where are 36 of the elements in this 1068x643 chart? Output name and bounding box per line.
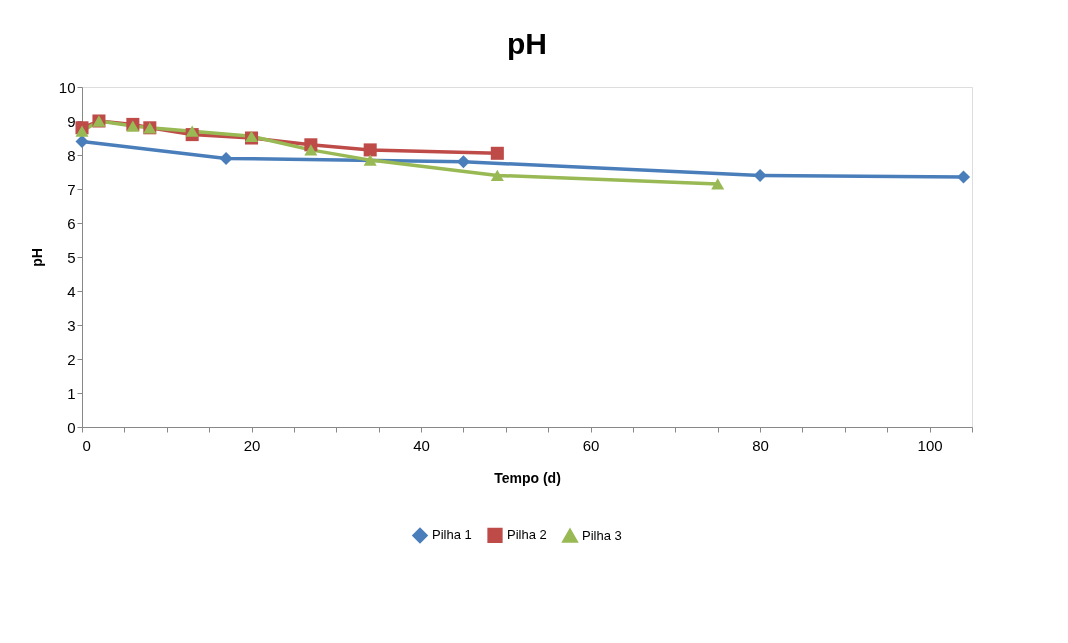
y-tick-label: 6 xyxy=(67,214,76,232)
point xyxy=(363,154,377,166)
point xyxy=(456,155,470,169)
y-axis-title: pH xyxy=(28,248,45,267)
point xyxy=(363,143,377,157)
y-tick-label: 5 xyxy=(67,248,76,266)
x-tick-label: 40 xyxy=(413,436,430,454)
x-tick-label: 60 xyxy=(582,436,600,454)
point xyxy=(490,169,504,182)
x-tick-label: 80 xyxy=(752,436,769,454)
y-tick-label: 8 xyxy=(67,146,76,164)
point xyxy=(185,125,199,137)
point xyxy=(753,168,767,182)
x-tick-label: 0 xyxy=(82,436,91,454)
y-tick-label: 2 xyxy=(67,350,76,368)
point xyxy=(75,134,89,148)
y-tick-label: 0 xyxy=(67,418,76,436)
y-tick-label: 3 xyxy=(67,316,76,334)
y-tick-label: 4 xyxy=(67,282,76,300)
y-tick-label: 7 xyxy=(67,180,76,198)
x-tick-label: 100 xyxy=(917,436,943,454)
legend-label: Pilha 2 xyxy=(507,527,547,543)
x-axis-title: Tempo (d) xyxy=(494,469,561,486)
legend-label: Pilha 3 xyxy=(582,527,622,543)
chart-title: pH xyxy=(507,27,547,60)
legend-label: Pilha 1 xyxy=(432,527,472,543)
point xyxy=(304,144,318,156)
y-tick-label: 10 xyxy=(58,78,76,96)
y-tick-label: 1 xyxy=(67,384,76,402)
point xyxy=(490,146,504,160)
y-tick-label: 9 xyxy=(67,112,76,130)
point xyxy=(219,151,233,165)
x-tick-label: 20 xyxy=(243,436,261,454)
point xyxy=(711,178,725,190)
point xyxy=(75,125,89,137)
point xyxy=(957,170,971,184)
